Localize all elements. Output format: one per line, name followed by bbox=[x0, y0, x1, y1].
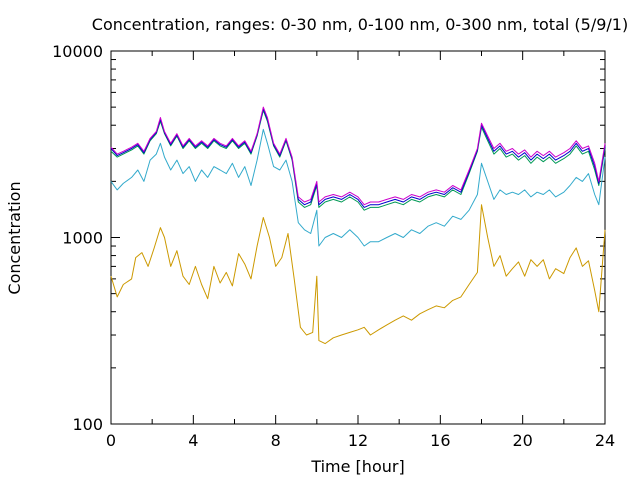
y-axis-label: Concentration bbox=[5, 181, 24, 294]
x-tick-label: 16 bbox=[430, 431, 450, 450]
series-line-5 bbox=[110, 106, 606, 206]
y-tick-label: 10000 bbox=[52, 42, 103, 61]
x-tick-label: 8 bbox=[271, 431, 281, 450]
chart-title: Concentration, ranges: 0-30 nm, 0-100 nm… bbox=[92, 15, 628, 34]
series-layer bbox=[110, 106, 606, 345]
series-line-1 bbox=[110, 204, 606, 345]
x-tick-label: 0 bbox=[106, 431, 116, 450]
x-axis-ticks: 0 4 8 12 16 20 24 bbox=[106, 51, 615, 450]
series-line-2 bbox=[110, 128, 606, 247]
x-tick-label: 24 bbox=[595, 431, 615, 450]
y-tick-label: 100 bbox=[72, 415, 103, 434]
x-tick-label: 4 bbox=[188, 431, 198, 450]
x-tick-label: 12 bbox=[348, 431, 368, 450]
y-axis-ticks: 100 1000 10000 bbox=[52, 42, 605, 434]
series-line-4 bbox=[110, 108, 606, 208]
y-tick-label: 1000 bbox=[62, 229, 103, 248]
x-axis-label: Time [hour] bbox=[310, 457, 404, 476]
x-tick-label: 20 bbox=[512, 431, 532, 450]
series-line-3 bbox=[110, 109, 606, 211]
